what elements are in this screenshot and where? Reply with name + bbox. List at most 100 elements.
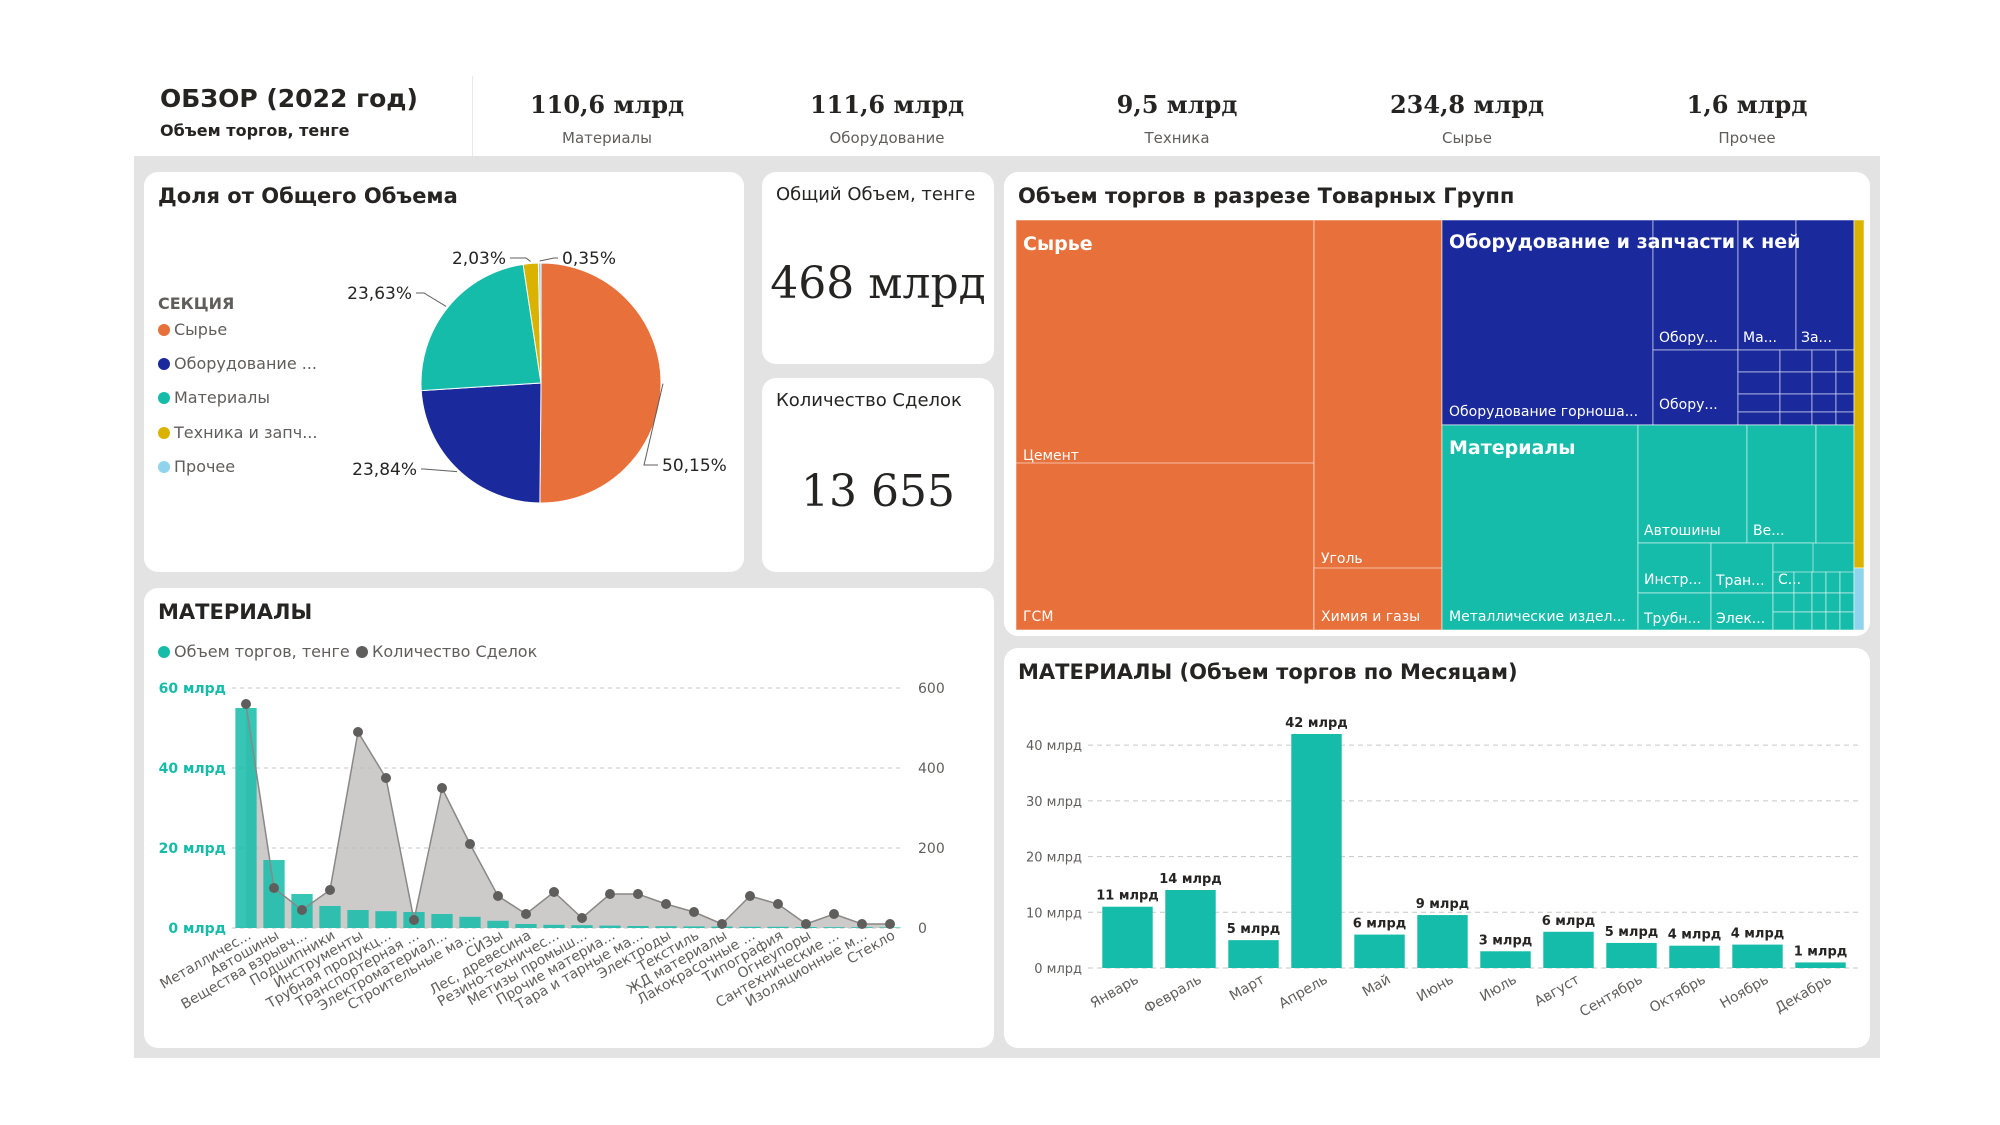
treemap-node[interactable] (1811, 611, 1827, 631)
treemap-node[interactable] (1637, 424, 1748, 544)
treemap-node[interactable] (1825, 592, 1841, 613)
pie-slice[interactable] (537, 262, 542, 384)
treemap-node[interactable] (1835, 393, 1855, 413)
treemap-node[interactable] (1772, 611, 1795, 631)
treemap-node[interactable] (1737, 411, 1781, 426)
pie-slice[interactable] (420, 263, 542, 392)
treemap-node[interactable] (1811, 571, 1827, 594)
materials-bar[interactable] (627, 926, 649, 928)
legend-item-raw[interactable]: Сырье (158, 320, 227, 339)
treemap-node[interactable] (1441, 424, 1639, 631)
treemap-node[interactable] (1793, 592, 1813, 613)
materials-bar[interactable] (767, 926, 789, 928)
treemap-node[interactable] (1779, 349, 1813, 373)
materials-bar[interactable] (543, 924, 565, 928)
deals-point[interactable] (801, 919, 811, 929)
materials-bar[interactable] (515, 924, 537, 928)
materials-bar[interactable] (655, 926, 677, 928)
treemap-node[interactable] (1652, 219, 1739, 351)
pie-slice[interactable] (420, 382, 542, 504)
legend-item-equipment[interactable]: Оборудование ... (158, 354, 317, 373)
treemap-node[interactable] (1825, 571, 1841, 594)
treemap-node[interactable] (1835, 411, 1855, 426)
month-bar[interactable] (1354, 934, 1405, 968)
deals-point[interactable] (297, 905, 307, 915)
deals-point[interactable] (549, 887, 559, 897)
treemap-node[interactable] (1015, 462, 1315, 631)
deals-point[interactable] (885, 919, 895, 929)
legend-item-materials[interactable]: Материалы (158, 388, 270, 407)
treemap-node[interactable] (1839, 571, 1855, 594)
deals-point[interactable] (717, 919, 727, 929)
treemap-node[interactable] (1839, 611, 1855, 631)
materials-bar[interactable] (487, 920, 509, 928)
materials-bar[interactable] (459, 916, 481, 928)
deals-point[interactable] (745, 891, 755, 901)
legend-item-other[interactable]: Прочее (158, 457, 235, 476)
treemap-node[interactable] (1779, 393, 1813, 413)
treemap-node[interactable] (1637, 542, 1712, 594)
deals-point[interactable] (773, 899, 783, 909)
treemap-node[interactable] (1811, 371, 1837, 395)
month-bar[interactable] (1291, 734, 1342, 968)
deals-point[interactable] (521, 909, 531, 919)
materials-bar[interactable] (235, 708, 257, 928)
treemap-node[interactable] (1811, 393, 1837, 413)
treemap-node[interactable] (1825, 611, 1841, 631)
treemap-node[interactable] (1313, 219, 1443, 631)
deals-point[interactable] (493, 891, 503, 901)
treemap-node[interactable] (1811, 411, 1837, 426)
month-bar[interactable] (1795, 962, 1846, 968)
deals-point[interactable] (325, 885, 335, 895)
month-bar[interactable] (1543, 931, 1594, 968)
deals-point[interactable] (465, 839, 475, 849)
treemap-node[interactable] (1835, 371, 1855, 395)
month-bar[interactable] (1102, 906, 1153, 968)
deals-point[interactable] (829, 909, 839, 919)
legend-item-deals[interactable]: Количество Сделок (356, 642, 537, 661)
materials-bar[interactable] (683, 926, 705, 928)
treemap-node[interactable] (1652, 349, 1739, 426)
materials-bar[interactable] (823, 927, 845, 928)
deals-point[interactable] (689, 907, 699, 917)
month-bar[interactable] (1165, 890, 1216, 968)
treemap-node[interactable] (1815, 424, 1855, 544)
deals-point[interactable] (381, 773, 391, 783)
treemap-node[interactable] (1795, 219, 1855, 351)
deals-point[interactable] (661, 899, 671, 909)
materials-bar[interactable] (263, 860, 285, 928)
treemap-node[interactable] (1772, 592, 1795, 613)
treemap-node[interactable] (1737, 371, 1781, 395)
materials-bar[interactable] (431, 914, 453, 928)
month-bar[interactable] (1732, 944, 1783, 968)
deals-point[interactable] (241, 699, 251, 709)
legend-item-volume[interactable]: Объем торгов, тенге (158, 642, 350, 661)
deals-point[interactable] (353, 727, 363, 737)
materials-bar[interactable] (347, 910, 369, 928)
month-bar[interactable] (1606, 942, 1657, 968)
treemap-node[interactable] (1839, 592, 1855, 613)
deals-point[interactable] (577, 913, 587, 923)
deals-point[interactable] (409, 915, 419, 925)
materials-bar[interactable] (375, 911, 397, 928)
treemap-node[interactable] (1853, 219, 1865, 569)
month-bar[interactable] (1417, 915, 1468, 968)
treemap-node[interactable] (1811, 592, 1827, 613)
materials-bar[interactable] (599, 925, 621, 928)
pie-slice[interactable] (539, 262, 662, 504)
treemap-node[interactable] (1710, 542, 1774, 594)
treemap-node[interactable] (1637, 592, 1712, 631)
month-bar[interactable] (1228, 940, 1279, 968)
treemap-node[interactable] (1737, 219, 1797, 351)
treemap-node[interactable] (1853, 567, 1865, 631)
deals-point[interactable] (605, 889, 615, 899)
treemap-node[interactable] (1779, 371, 1813, 395)
materials-bar[interactable] (571, 925, 593, 928)
treemap-node[interactable] (1737, 349, 1781, 373)
deals-point[interactable] (269, 883, 279, 893)
month-bar[interactable] (1669, 945, 1720, 968)
treemap-node[interactable] (1779, 411, 1813, 426)
legend-item-machinery[interactable]: Техника и запч... (158, 423, 317, 442)
materials-bar[interactable] (319, 906, 341, 928)
deals-point[interactable] (437, 783, 447, 793)
